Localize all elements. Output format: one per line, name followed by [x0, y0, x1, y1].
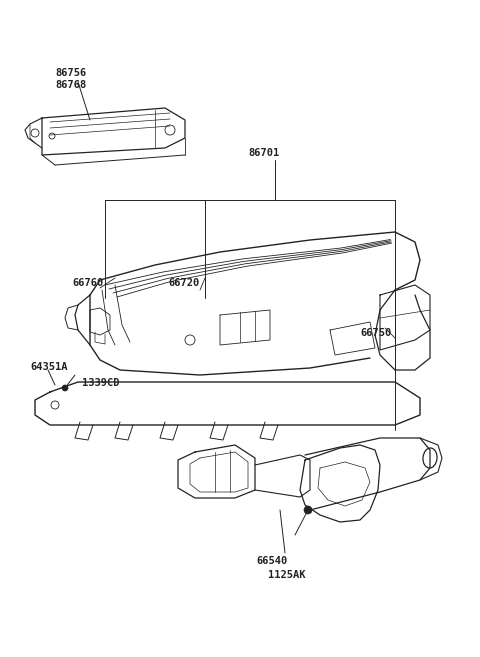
- Circle shape: [304, 506, 312, 514]
- Text: 64351A: 64351A: [30, 362, 68, 372]
- Text: 86701: 86701: [248, 148, 279, 158]
- Circle shape: [62, 385, 68, 391]
- Text: 66750: 66750: [360, 328, 391, 338]
- Text: 66720: 66720: [168, 278, 199, 288]
- Text: 1125AK: 1125AK: [268, 570, 305, 580]
- Text: 1339CD: 1339CD: [82, 378, 120, 388]
- Text: 66540: 66540: [256, 556, 287, 566]
- Text: 86768: 86768: [55, 80, 86, 90]
- Text: 86756: 86756: [55, 68, 86, 78]
- Text: 66760: 66760: [72, 278, 103, 288]
